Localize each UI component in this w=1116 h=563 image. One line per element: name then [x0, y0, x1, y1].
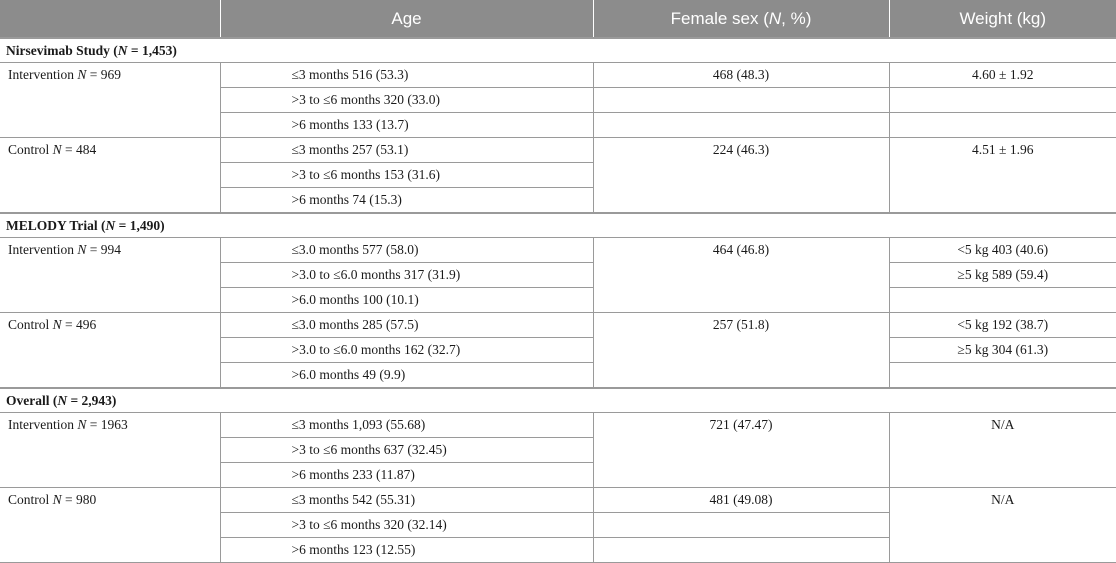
group-label: Intervention N = 1963: [0, 412, 221, 488]
age-cell: ≤3.0 months 577 (58.0): [219, 237, 594, 263]
table-row: Intervention N = 994 ≤3.0 months 577 (58…: [0, 237, 1116, 313]
female-cell: 464 (46.8): [592, 237, 890, 313]
section-title: Overall (N = 2,943): [0, 387, 1116, 413]
weight-cell: ≥5 kg 589 (59.4): [888, 262, 1116, 288]
table-row: >3 to ≤6 months 320 (32.14): [0, 512, 1116, 538]
weight-cell: <5 kg 192 (38.7): [888, 312, 1116, 338]
age-cell: >3.0 to ≤6.0 months 162 (32.7): [220, 337, 594, 363]
weight-cell: <5 kg 403 (40.6): [888, 237, 1116, 263]
header-female-sex-text: Female sex (N, %): [670, 8, 812, 28]
age-cell: ≤3 months 257 (53.1): [219, 137, 594, 163]
female-cell: [592, 112, 890, 138]
age-cell: >3 to ≤6 months 320 (32.14): [220, 512, 594, 538]
age-cell: >3.0 to ≤6.0 months 317 (31.9): [220, 262, 594, 288]
header-age: Age: [220, 0, 594, 39]
table-row: >6.0 months 49 (9.9): [0, 362, 1116, 389]
table-header: Age Female sex (N, %) Weight (kg): [0, 0, 1116, 39]
group-label: Control N = 980: [0, 487, 221, 563]
table-row: >3.0 to ≤6.0 months 162 (32.7) ≥5 kg 304…: [0, 337, 1116, 363]
weight-cell: [888, 87, 1116, 113]
table-row: >3 to ≤6 months 637 (32.45): [0, 437, 1116, 463]
header-female-sex: Female sex (N, %): [593, 0, 890, 39]
table-row: Intervention N = 969 ≤3 months 516 (53.3…: [0, 62, 1116, 138]
table-row: >6 months 123 (12.55): [0, 537, 1116, 563]
female-cell: [592, 87, 890, 113]
age-cell: >6 months 123 (12.55): [220, 537, 594, 563]
header-group: [0, 0, 221, 39]
weight-cell: [888, 362, 1116, 389]
weight-cell: 4.51 ± 1.96: [888, 137, 1116, 214]
age-cell: >3 to ≤6 months 320 (33.0): [220, 87, 594, 113]
female-cell: [592, 512, 889, 538]
age-cell: >6.0 months 100 (10.1): [220, 287, 594, 313]
group-label: Intervention N = 969: [0, 62, 221, 138]
weight-cell: ≥5 kg 304 (61.3): [888, 337, 1116, 363]
table-row: Control N = 484 ≤3 months 257 (53.1) 224…: [0, 137, 1116, 214]
age-cell: >3 to ≤6 months 153 (31.6): [220, 162, 593, 188]
group-label: Intervention N = 994: [0, 237, 221, 313]
age-cell: >6.0 months 49 (9.9): [220, 362, 594, 389]
female-cell: 468 (48.3): [592, 62, 890, 88]
weight-cell: N/A: [888, 487, 1116, 563]
age-cell: >6 months 233 (11.87): [220, 462, 593, 488]
table-row: >6 months 74 (15.3): [0, 187, 1116, 214]
group-label: Control N = 496: [0, 312, 221, 389]
table-row: >3 to ≤6 months 320 (33.0): [0, 87, 1116, 113]
weight-cell: N/A: [888, 412, 1116, 488]
age-cell: >6 months 74 (15.3): [220, 187, 593, 214]
weight-cell: [888, 287, 1116, 313]
age-cell: >3 to ≤6 months 637 (32.45): [220, 437, 593, 463]
table-row: >6 months 233 (11.87): [0, 462, 1116, 488]
header-weight: Weight (kg): [889, 0, 1116, 39]
weight-cell: 4.60 ± 1.92: [888, 62, 1116, 88]
female-cell: 224 (46.3): [592, 137, 890, 214]
age-cell: ≤3 months 542 (55.31): [219, 487, 594, 513]
table-body: Nirsevimab Study (N = 1,453) Interventio…: [0, 37, 1116, 563]
age-cell: ≤3 months 516 (53.3): [219, 62, 594, 88]
table-row: >3 to ≤6 months 153 (31.6): [0, 162, 1116, 188]
group-label: Control N = 484: [0, 137, 221, 214]
section-row: MELODY Trial (N = 1,490): [0, 212, 1116, 238]
table-row: Control N = 980 ≤3 months 542 (55.31) 48…: [0, 487, 1116, 563]
section-title: MELODY Trial (N = 1,490): [0, 212, 1116, 238]
table-row: >6 months 133 (13.7): [0, 112, 1116, 138]
section-row: Overall (N = 2,943): [0, 387, 1116, 413]
weight-cell: [888, 112, 1116, 138]
table-row: Intervention N = 1963 ≤3 months 1,093 (5…: [0, 412, 1116, 488]
female-cell: [592, 537, 889, 563]
section-title: Nirsevimab Study (N = 1,453): [0, 37, 1116, 63]
table-row: Control N = 496 ≤3.0 months 285 (57.5) 2…: [0, 312, 1116, 389]
female-cell: 481 (49.08): [592, 487, 890, 513]
female-cell: 721 (47.47): [592, 412, 890, 488]
female-cell: 257 (51.8): [592, 312, 890, 389]
age-cell: >6 months 133 (13.7): [220, 112, 594, 138]
section-row: Nirsevimab Study (N = 1,453): [0, 37, 1116, 63]
header-italic-n: N: [768, 8, 782, 28]
header-row: Age Female sex (N, %) Weight (kg): [0, 0, 1116, 39]
age-cell: ≤3.0 months 285 (57.5): [219, 312, 594, 338]
age-cell: ≤3 months 1,093 (55.68): [219, 412, 594, 438]
